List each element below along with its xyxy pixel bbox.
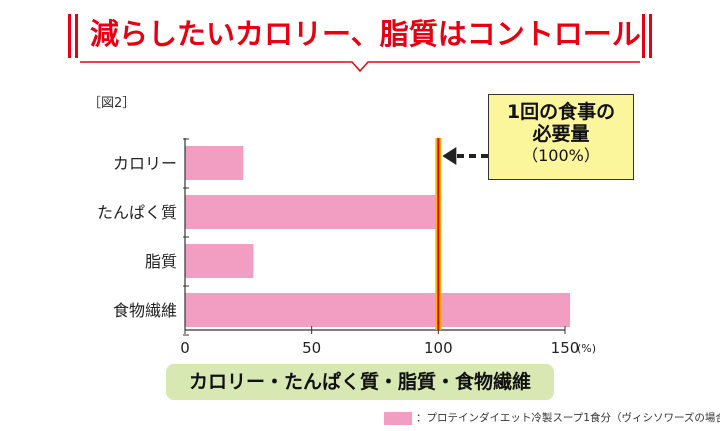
figure-label: ［図2］ — [88, 96, 136, 111]
category-pill: カロリー・たんぱく質・脂質・食物繊維 — [166, 364, 554, 400]
bar-2 — [185, 244, 254, 278]
headline-title: 減らしたいカロリー、脂質はコントロール — [90, 17, 641, 51]
bar-1 — [185, 195, 439, 229]
callout-line-3: （100%） — [522, 146, 600, 165]
headline-banner: 減らしたいカロリー、脂質はコントロール — [0, 0, 720, 80]
callout-arrow-head — [442, 147, 457, 165]
category-label: カロリー — [113, 154, 177, 173]
x-unit-label: (%) — [577, 342, 596, 355]
bar-0 — [185, 146, 244, 180]
legend-text: ：プロテインダイエット冷製スープ1食分（ヴィシソワーズの場合） — [416, 412, 720, 424]
x-tick-label: 0 — [180, 339, 190, 357]
required-amount-callout: 1回の食事の 必要量 （100%） — [488, 94, 634, 180]
x-tick-label: 50 — [302, 339, 321, 357]
reference-line-core — [437, 138, 440, 330]
category-label: 脂質 — [145, 252, 177, 271]
category-label: 食物繊維 — [113, 301, 177, 320]
legend-swatch — [384, 412, 412, 425]
callout-line-1: 1回の食事の — [506, 101, 616, 123]
x-tick-label: 100 — [424, 339, 453, 357]
headline-frame — [68, 14, 652, 73]
bar-3 — [185, 293, 571, 327]
callout-line-2: 必要量 — [532, 123, 590, 145]
x-tick-label: 150 — [551, 339, 580, 357]
category-label: たんぱく質 — [97, 203, 177, 222]
